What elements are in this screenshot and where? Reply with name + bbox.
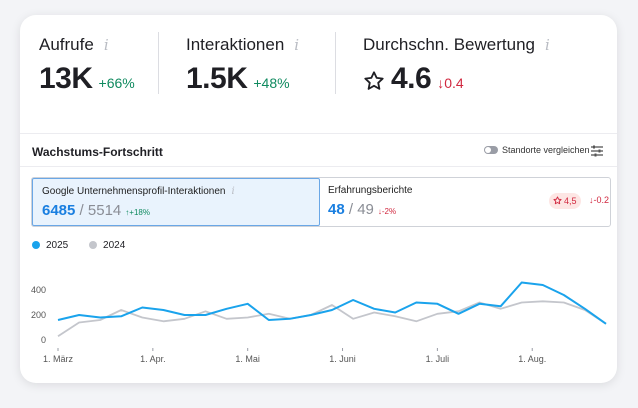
star-icon <box>553 196 562 205</box>
legend-item-2024[interactable]: 2024 <box>89 240 125 251</box>
tab-change: ↑+18% <box>125 208 150 217</box>
y-tick-label: 200 <box>31 310 46 320</box>
stat-value: 1.5K +48% <box>186 62 290 95</box>
divider <box>20 166 617 167</box>
compare-label: Standorte vergleichen <box>502 145 590 155</box>
insights-card: Aufrufe i 13K +66% Interaktionen i 1.5K +48%… <box>20 15 617 383</box>
line-chart: 0 200 400 1. März 1. Apr. 1. Mai 1. Juni 1. Jul… <box>31 281 607 364</box>
x-tick-label: 1. Juli <box>426 354 450 364</box>
tab-interactions[interactable]: Google Unternehmensprofil-Interaktionen i… <box>32 178 320 226</box>
stat-interactions: Interaktionen i 1.5K +48% <box>186 15 326 133</box>
stat-divider <box>335 32 336 94</box>
stat-label: Durchschn. Bewertung i <box>363 35 550 54</box>
stat-views: Aufrufe i 13K +66% <box>39 15 159 133</box>
x-tick-label: 1. März <box>43 354 74 364</box>
stat-value: 4.6 ↓0.4 <box>363 62 464 96</box>
tab-value: 6485 / 5514 ↑+18% <box>42 202 150 219</box>
metric-tabs: Google Unternehmensprofil-Interaktionen i… <box>31 177 611 227</box>
x-tick-label: 1. Apr. <box>140 354 166 364</box>
rating-change: ↓-0.2 <box>589 195 610 205</box>
tab-value: 48 / 49 ↓-2% <box>328 201 397 218</box>
stat-label: Aufrufe i <box>39 35 109 54</box>
compare-toggle[interactable] <box>484 146 498 154</box>
info-icon[interactable]: i <box>294 36 300 54</box>
stat-value: 13K +66% <box>39 62 135 95</box>
rating-badge: 4,5 <box>549 193 581 209</box>
info-icon[interactable]: i <box>231 186 235 197</box>
chart-legend: 2025 2024 <box>32 240 143 251</box>
x-tick-label: 1. Mai <box>235 354 260 364</box>
tab-label: Erfahrungsberichte <box>328 185 413 196</box>
stat-delta: +48% <box>253 75 290 91</box>
tab-reviews[interactable]: Erfahrungsberichte 48 / 49 ↓-2% <box>320 178 610 226</box>
legend-item-2025[interactable]: 2025 <box>32 240 68 251</box>
section-title: Wachstums-Fortschritt <box>32 145 163 159</box>
legend-dot <box>89 241 98 249</box>
legend-dot <box>32 241 40 249</box>
y-tick-label: 0 <box>41 335 46 345</box>
stats-row: Aufrufe i 13K +66% Interaktionen i 1.5K +48%… <box>20 15 617 133</box>
series-line-2024[interactable] <box>57 300 607 338</box>
info-icon[interactable]: i <box>544 36 550 54</box>
stat-delta: ↓0.4 <box>437 75 464 91</box>
divider <box>20 133 617 134</box>
stat-divider <box>158 32 159 94</box>
x-tick-label: 1. Juni <box>329 354 356 364</box>
series-line-2025[interactable] <box>57 281 607 325</box>
tab-label: Google Unternehmensprofil-Interaktionen i <box>42 186 235 197</box>
sliders-icon[interactable] <box>590 144 604 158</box>
y-tick-label: 400 <box>31 285 46 295</box>
star-icon <box>364 71 384 90</box>
stat-label: Interaktionen i <box>186 35 300 54</box>
info-icon[interactable]: i <box>103 36 109 54</box>
x-tick-label: 1. Aug. <box>518 354 546 364</box>
stat-delta: +66% <box>98 75 135 91</box>
stat-rating: Durchschn. Bewertung i 4.6 ↓0.4 <box>363 15 593 133</box>
tab-change: ↓-2% <box>377 207 397 216</box>
